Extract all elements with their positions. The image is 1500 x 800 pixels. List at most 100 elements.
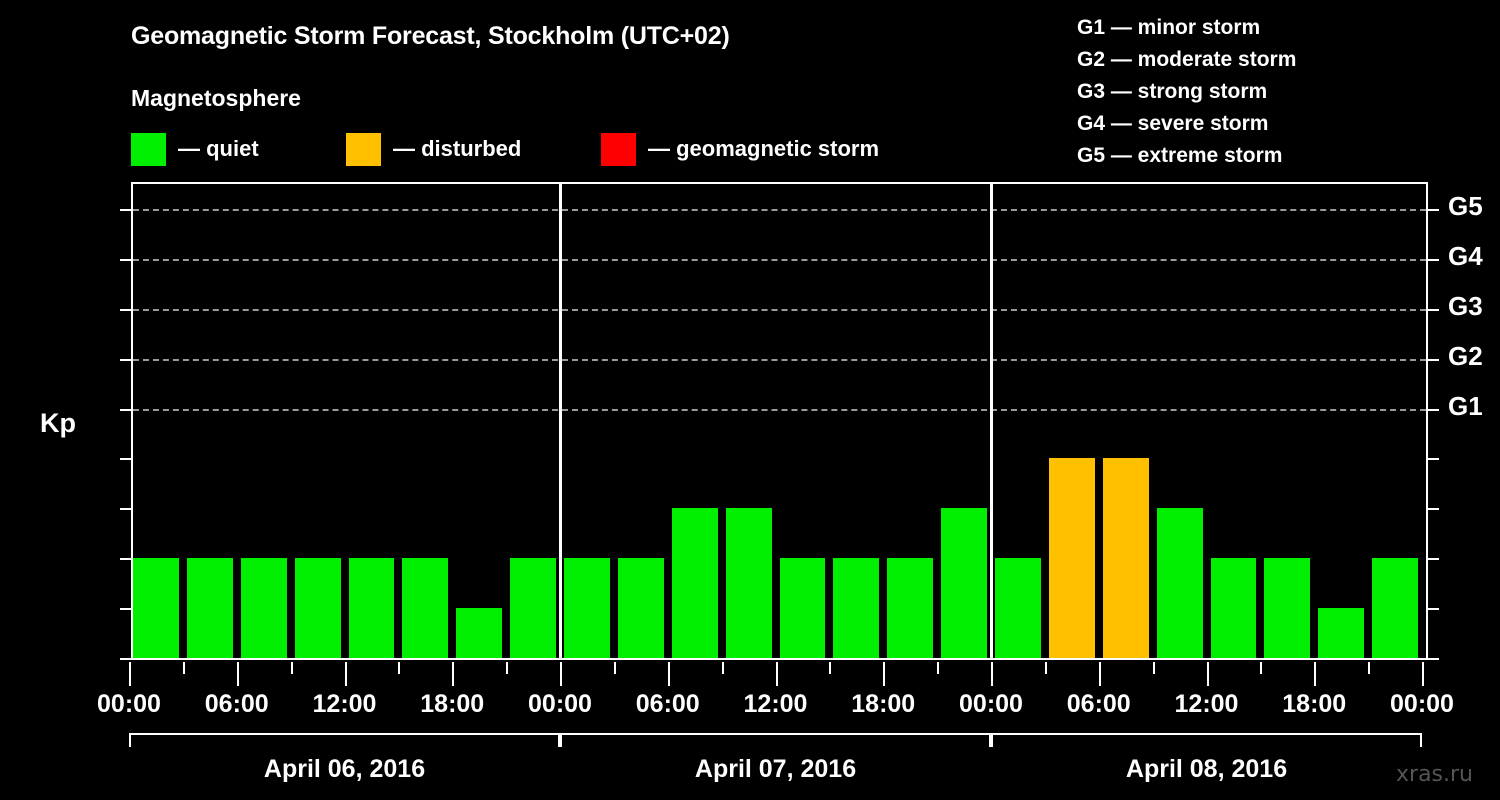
bar	[833, 558, 880, 658]
x-tick	[1152, 662, 1155, 674]
bar	[617, 558, 664, 658]
gridline-kp-6	[133, 358, 1426, 361]
x-tick	[398, 662, 401, 674]
x-tick	[344, 662, 347, 686]
right-minor-tick-3	[1428, 508, 1439, 511]
legend-entry-disturbed: — disturbed	[346, 131, 521, 167]
bar	[564, 558, 610, 658]
page-title: Geomagnetic Storm Forecast, Stockholm (U…	[131, 22, 730, 50]
bar	[725, 508, 772, 658]
x-tick	[452, 662, 455, 686]
x-tick	[937, 662, 940, 674]
gridline-kp-8	[133, 258, 1426, 261]
y-axis-title: Kp	[40, 408, 76, 438]
day-divider	[559, 184, 562, 658]
chart-plot-area	[131, 182, 1428, 660]
bar	[671, 508, 718, 658]
bar	[133, 558, 179, 658]
gridline-kp-5	[133, 408, 1426, 411]
x-tick	[1206, 662, 1209, 686]
y-tick-mark-7	[120, 308, 131, 311]
g-tick-label-G3: G3	[1448, 290, 1483, 321]
g-legend-row-1: G1 — minor storm	[1077, 16, 1261, 39]
x-tick	[775, 662, 778, 686]
day-label: April 07, 2016	[694, 755, 857, 783]
x-tick	[1260, 662, 1263, 674]
legend-swatch-disturbed	[346, 132, 381, 166]
bar	[1264, 558, 1311, 658]
bar	[1372, 558, 1418, 658]
x-tick-label: 12:00	[743, 690, 808, 718]
right-minor-tick-0	[1428, 658, 1439, 660]
day-bracket	[129, 733, 560, 747]
bar	[1210, 558, 1257, 658]
legend-label-disturbed: — disturbed	[393, 136, 522, 161]
day-divider	[990, 184, 993, 658]
y-tick-mark-5	[120, 408, 131, 411]
right-minor-tick-2	[1428, 558, 1439, 561]
bar	[779, 558, 826, 658]
g-tick-label-G4: G4	[1448, 240, 1483, 271]
x-tick-label: 00:00	[97, 690, 161, 718]
bar	[186, 558, 233, 658]
y-tick-mark-1	[120, 608, 131, 611]
y-tick-mark-4	[120, 458, 131, 461]
legend-label-quiet: — quiet	[178, 136, 259, 161]
g-tick-mark-G3	[1428, 308, 1439, 311]
x-tick	[560, 662, 562, 686]
g-tick-mark-G4	[1428, 258, 1439, 261]
g-legend-row-5: G5 — extreme storm	[1077, 144, 1283, 167]
g-tick-mark-G1	[1428, 408, 1439, 411]
bar	[941, 508, 987, 658]
day-label: April 08, 2016	[1125, 755, 1288, 783]
bar	[456, 608, 503, 658]
x-tick	[506, 662, 509, 674]
x-tick	[1044, 662, 1047, 674]
g-tick-label-G5: G5	[1448, 190, 1483, 221]
x-tick	[129, 662, 131, 686]
x-tick	[182, 662, 185, 674]
y-tick-mark-6	[120, 358, 131, 361]
y-tick-mark-3	[120, 508, 131, 511]
x-tick	[613, 662, 616, 674]
watermark: xras.ru	[1396, 762, 1473, 787]
g-legend-row-2: G2 — moderate storm	[1077, 48, 1297, 71]
g-legend-row-3: G3 — strong storm	[1077, 80, 1268, 103]
right-minor-tick-1	[1428, 608, 1439, 611]
g-legend-row-4: G4 — severe storm	[1077, 112, 1269, 135]
x-tick	[883, 662, 886, 686]
y-tick-mark-9	[120, 208, 131, 211]
legend-label-geomagnetic-storm: — geomagnetic storm	[648, 136, 880, 161]
bar	[294, 558, 341, 658]
x-tick-label: 12:00	[1174, 690, 1239, 718]
day-bracket	[991, 733, 1422, 747]
x-tick	[236, 662, 239, 686]
x-tick	[829, 662, 832, 674]
x-tick-label: 12:00	[312, 690, 377, 718]
x-tick-label: 18:00	[420, 690, 485, 718]
legend-entry-quiet: — quiet	[131, 131, 259, 167]
right-minor-tick-4	[1428, 458, 1439, 461]
g-tick-label-G2: G2	[1448, 340, 1483, 371]
legend-swatch-quiet	[131, 132, 166, 166]
day-label: April 06, 2016	[263, 755, 426, 783]
x-tick	[991, 662, 993, 686]
x-tick	[290, 662, 293, 674]
magnetosphere-label: Magnetosphere	[131, 85, 301, 111]
x-tick-label: 06:00	[635, 690, 700, 718]
g-tick-mark-G2	[1428, 358, 1439, 361]
x-tick-label: 06:00	[204, 690, 269, 718]
x-tick	[1314, 662, 1317, 686]
gridline-kp-7	[133, 308, 1426, 311]
x-tick	[1422, 662, 1424, 686]
bar	[402, 558, 449, 658]
x-tick-label: 18:00	[1282, 690, 1347, 718]
x-tick	[1098, 662, 1101, 686]
bar	[510, 558, 556, 658]
legend-swatch-geomagnetic-storm	[601, 132, 636, 166]
x-tick	[667, 662, 670, 686]
x-tick-label: 00:00	[528, 690, 592, 718]
legend-entry-geomagnetic-storm: — geomagnetic storm	[601, 131, 879, 167]
bar	[348, 558, 395, 658]
bar	[1102, 458, 1149, 658]
